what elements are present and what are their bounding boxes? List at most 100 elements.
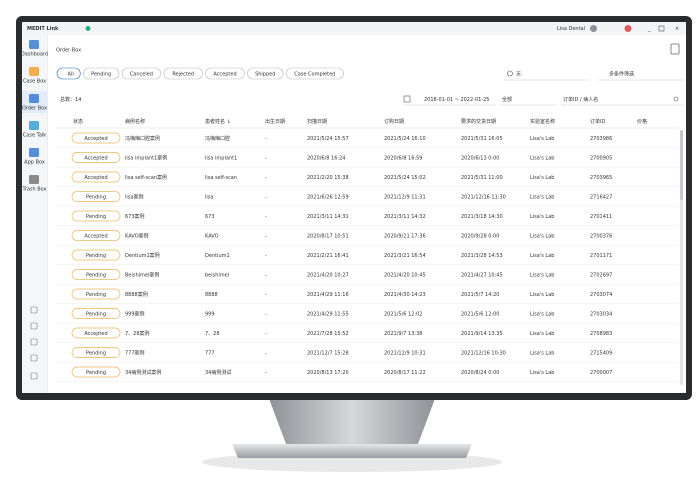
table-cell[interactable]: 34病例测试 <box>205 369 231 376</box>
filter-chip[interactable] <box>56 67 81 80</box>
table-cell[interactable]: 2021/4/20 10:45 <box>384 272 426 278</box>
table-cell[interactable]: 7、28 <box>205 331 220 337</box>
filter-chip[interactable] <box>247 67 284 80</box>
sidebar-label[interactable]: Trash Box <box>21 187 46 193</box>
filter-chip[interactable] <box>121 67 162 80</box>
minimize-button[interactable]: _ <box>647 26 651 32</box>
filter-label[interactable]: Canceled <box>130 71 153 77</box>
sidebar-label[interactable]: Dashboard <box>21 52 48 58</box>
filter-label[interactable]: All <box>68 71 74 77</box>
table-cell[interactable]: 2701171 <box>590 253 612 259</box>
search-input[interactable]: 订单ID / 病人名 <box>563 96 598 103</box>
column-header[interactable]: 价格 <box>637 118 647 125</box>
filter-chip[interactable] <box>285 67 344 80</box>
column-header[interactable]: 实验室名称 <box>530 118 555 125</box>
sidebar-icon[interactable] <box>29 94 39 103</box>
table-cell[interactable]: 2021/3/11 14:31 <box>307 214 349 220</box>
table-cell[interactable]: - <box>265 155 267 161</box>
table-cell[interactable]: 2703965 <box>590 175 612 181</box>
table-cell[interactable]: 2021/6/26 12:59 <box>307 194 349 200</box>
table-cell[interactable]: 2021/12/16 11:30 <box>461 194 506 200</box>
status-pill[interactable] <box>71 347 121 358</box>
table-cell[interactable]: lisa self-scan <box>205 175 237 181</box>
status-label[interactable]: Accepted <box>84 331 107 337</box>
table-cell[interactable]: 2700376 <box>590 233 612 239</box>
table-cell[interactable]: 2021/5/31 16:05 <box>461 136 503 142</box>
status-pill[interactable] <box>71 210 121 222</box>
table-cell[interactable]: Beishimei案例 <box>125 271 159 278</box>
table-cell[interactable]: 2021/5/24 15:57 <box>307 136 349 142</box>
table-cell[interactable]: 2021/4/29 11:55 <box>307 311 349 317</box>
table-cell[interactable]: Lisa's Lab <box>530 311 554 317</box>
table-cell[interactable]: 2021/12/9 10:31 <box>384 350 426 356</box>
table-cell[interactable]: 2020/8/13 17:20 <box>307 370 349 376</box>
table-cell[interactable]: 999 <box>205 311 215 317</box>
status-pill[interactable] <box>71 269 121 280</box>
scope-select[interactable]: 全部 <box>502 96 512 103</box>
maximize-button[interactable] <box>658 25 665 32</box>
status-label[interactable]: Pending <box>86 350 106 356</box>
sidebar-icon[interactable] <box>29 121 39 130</box>
table-cell[interactable]: - <box>265 194 267 200</box>
table-cell[interactable]: - <box>265 272 267 278</box>
table-cell[interactable]: 2715409 <box>590 350 612 356</box>
table-cell[interactable]: 8888 <box>205 292 218 298</box>
table-cell[interactable]: - <box>265 370 267 376</box>
table-cell[interactable]: - <box>265 214 267 220</box>
table-cell[interactable]: lisa案例 <box>125 193 143 200</box>
table-cell[interactable]: - <box>265 292 267 298</box>
table-cell[interactable]: - <box>265 233 267 239</box>
status-label[interactable]: Pending <box>86 311 106 317</box>
status-pill[interactable] <box>71 249 121 261</box>
table-cell[interactable]: Lisa's Lab <box>530 214 554 220</box>
status-label[interactable]: Pending <box>86 292 106 298</box>
status-label[interactable]: Pending <box>86 272 106 278</box>
table-cell[interactable]: 7、28案例 <box>125 330 150 337</box>
filter-chip[interactable] <box>83 67 120 80</box>
table-cell[interactable]: 2020/8/24 0:00 <box>461 370 499 376</box>
table-cell[interactable]: Lisa's Lab <box>530 155 554 161</box>
table-cell[interactable]: Dentium1 <box>205 253 230 259</box>
table-cell[interactable]: 2021/5/24 16:10 <box>384 136 426 142</box>
table-cell[interactable]: 2716427 <box>590 194 612 200</box>
status-pill[interactable] <box>71 152 121 163</box>
table-cell[interactable]: Lisa's Lab <box>530 331 554 337</box>
table-cell[interactable]: - <box>265 311 267 317</box>
table-cell[interactable]: 8888案例 <box>125 291 148 298</box>
column-header[interactable]: 扫描日期 <box>307 118 327 125</box>
column-header[interactable]: 患者姓名 ↓ <box>205 118 231 125</box>
table-cell[interactable]: Lisa's Lab <box>530 253 554 259</box>
status-label[interactable]: Pending <box>86 194 106 200</box>
table-cell[interactable]: 2021/4/20 10:27 <box>307 272 349 278</box>
scrollbar-thumb[interactable] <box>680 130 683 200</box>
search-icon[interactable] <box>673 96 679 102</box>
filter-menu-label[interactable]: 多条件筛选 <box>609 70 634 77</box>
status-pill[interactable] <box>71 230 121 241</box>
sidebar-tool-icon[interactable] <box>30 354 38 362</box>
table-cell[interactable]: 冯梅梅口腔案例 <box>125 135 160 142</box>
sort-label[interactable]: 天 <box>516 71 521 77</box>
table-cell[interactable]: 2020/8/17 11:22 <box>384 370 426 376</box>
status-pill[interactable] <box>71 191 121 202</box>
status-label[interactable]: Pending <box>86 214 106 220</box>
table-cell[interactable]: 2020/9/28 0:00 <box>461 233 499 239</box>
sidebar-tool-icon[interactable] <box>30 322 38 330</box>
sidebar-label[interactable]: App Box <box>24 160 45 166</box>
table-cell[interactable]: 2708983 <box>590 331 612 337</box>
table-cell[interactable]: 2021/3/18 14:30 <box>461 214 503 220</box>
table-cell[interactable]: 2703986 <box>590 136 612 142</box>
table-cell[interactable]: 2021/9/14 13:35 <box>461 331 503 337</box>
table-cell[interactable]: - <box>265 175 267 181</box>
filter-label[interactable]: Case Completed <box>294 71 335 77</box>
sidebar-icon[interactable] <box>29 175 39 184</box>
status-pill[interactable] <box>71 288 121 300</box>
sidebar-tool-icon[interactable] <box>30 372 38 380</box>
status-label[interactable]: Pending <box>86 370 106 376</box>
status-pill[interactable] <box>71 366 121 378</box>
table-cell[interactable]: lisa implant1 <box>205 155 237 161</box>
sidebar-tool-icon[interactable] <box>30 338 38 346</box>
table-cell[interactable]: 2021/5/31 11:00 <box>461 175 503 181</box>
table-cell[interactable]: 2702697 <box>590 272 612 278</box>
table-cell[interactable]: 2703034 <box>590 311 612 317</box>
status-pill[interactable] <box>71 308 121 319</box>
